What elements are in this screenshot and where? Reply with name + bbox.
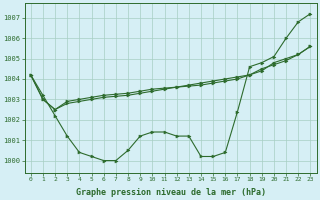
X-axis label: Graphe pression niveau de la mer (hPa): Graphe pression niveau de la mer (hPa) [76,188,266,197]
